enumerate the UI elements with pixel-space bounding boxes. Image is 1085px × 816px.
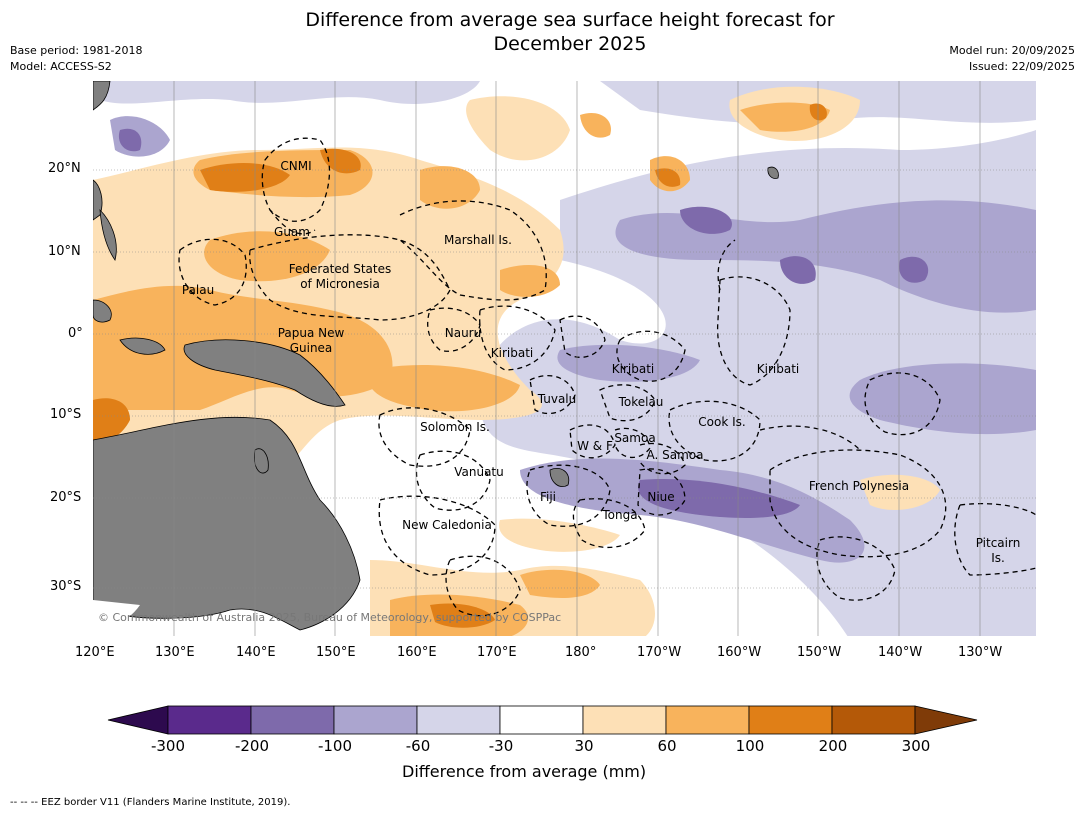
label-pitcairn-2: Is. — [991, 551, 1005, 565]
meta-right: Model run: 20/09/2025 Issued: 22/09/2025 — [949, 43, 1075, 75]
colorbar-arrow-high — [914, 705, 978, 735]
label-kiribati-central: Kiribati — [612, 362, 654, 376]
meridians — [173, 81, 981, 636]
lat-tick-0: 0° — [68, 326, 83, 341]
lon-tick-140w: 140°W — [878, 645, 923, 660]
colorbar-label-60: 60 — [657, 737, 677, 755]
colorbar-label-100: 100 — [735, 737, 765, 755]
graticule — [93, 169, 1036, 589]
label-samoa: Samoa — [614, 431, 655, 445]
map-panel: CNMI Guam Marshall Is. Federated States … — [93, 81, 1036, 636]
lon-tick-170w: 170°W — [637, 645, 682, 660]
colorbar-label-m100: -100 — [317, 737, 353, 755]
meta-left: Base period: 1981-2018 Model: ACCESS-S2 — [10, 43, 142, 75]
lon-tick-150e: 150°E — [316, 645, 356, 660]
colorbar-swatches — [107, 705, 978, 735]
title-line-1: Difference from average sea surface heig… — [305, 9, 835, 31]
label-fsm-2: of Micronesia — [300, 277, 380, 291]
lon-tick-160w: 160°W — [717, 645, 762, 660]
lat-tick-10n: 10°N — [48, 244, 81, 259]
base-period: Base period: 1981-2018 — [10, 44, 143, 57]
eez-borders — [178, 137, 1036, 617]
copyright-notice: © Commonwealth of Australia 2025, Bureau… — [98, 611, 561, 624]
model-run: Model run: 20/09/2025 — [949, 44, 1075, 57]
label-solomon: Solomon Is. — [420, 420, 490, 434]
lon-tick-130e: 130°E — [155, 645, 195, 660]
colorbar-arrow-low — [107, 705, 169, 735]
label-png-1: Papua New — [278, 326, 345, 340]
title-line-2: December 2025 — [493, 33, 647, 55]
colorbar-label-300: 300 — [901, 737, 931, 755]
model-name: Model: ACCESS-S2 — [10, 60, 112, 73]
label-marshall: Marshall Is. — [444, 233, 512, 247]
colorbar-swatch — [748, 705, 833, 735]
label-pitcairn-1: Pitcairn — [976, 536, 1021, 550]
lon-tick-120e: 120°E — [75, 645, 115, 660]
colorbar-swatch — [499, 705, 584, 735]
label-cook: Cook Is. — [698, 415, 745, 429]
eez-footnote: -- -- -- EEZ border V11 (Flanders Marine… — [10, 797, 291, 808]
colorbar-label-m60: -60 — [405, 737, 431, 755]
colorbar-label-m300: -300 — [150, 737, 186, 755]
colorbar-swatch — [582, 705, 667, 735]
label-cnmi: CNMI — [280, 159, 311, 173]
label-kiribati-west: Kiribati — [491, 346, 533, 360]
label-new-caledonia: New Caledonia — [402, 518, 492, 532]
issued-date: Issued: 22/09/2025 — [968, 60, 1075, 73]
label-vanuatu: Vanuatu — [454, 465, 504, 479]
label-wallis-futuna: W & F — [577, 439, 613, 453]
lat-tick-20n: 20°N — [48, 161, 81, 176]
colorbar-swatch — [333, 705, 418, 735]
label-fsm-1: Federated States — [289, 262, 391, 276]
label-png-2: Guinea — [290, 341, 333, 355]
lon-tick-150w: 150°W — [797, 645, 842, 660]
lat-tick-10s: 10°S — [50, 407, 82, 422]
colorbar-label-m200: -200 — [234, 737, 270, 755]
label-american-samoa: A. Samoa — [647, 448, 704, 462]
lon-tick-170e: 170°E — [477, 645, 517, 660]
label-kiribati-east: Kiribati — [757, 362, 799, 376]
colorbar-label-30: 30 — [574, 737, 594, 755]
label-fiji: Fiji — [540, 490, 556, 504]
label-niue: Niue — [647, 490, 674, 504]
label-tokelau: Tokelau — [618, 395, 664, 409]
colorbar-swatch — [167, 705, 252, 735]
colorbar-label-m30: -30 — [488, 737, 514, 755]
lat-tick-30s: 30°S — [50, 579, 82, 594]
label-palau: Palau — [182, 283, 214, 297]
region-labels: CNMI Guam Marshall Is. Federated States … — [98, 159, 1020, 624]
colorbar-swatch — [416, 705, 501, 735]
anomaly-field — [93, 81, 1036, 636]
chart-title: Difference from average sea surface heig… — [0, 8, 1085, 56]
label-tuvalu: Tuvalu — [537, 392, 577, 406]
colorbar-swatch — [250, 705, 335, 735]
colorbar-swatch — [831, 705, 916, 735]
lon-tick-180: 180° — [565, 645, 597, 660]
label-french-polynesia: French Polynesia — [809, 479, 909, 493]
colorbar-label-200: 200 — [818, 737, 848, 755]
lat-tick-20s: 20°S — [50, 490, 82, 505]
lon-tick-130w: 130°W — [958, 645, 1003, 660]
colorbar-title: Difference from average (mm) — [402, 762, 647, 781]
lon-tick-140e: 140°E — [236, 645, 276, 660]
colorbar-swatch — [665, 705, 750, 735]
label-tonga: Tonga — [601, 508, 637, 522]
label-guam: Guam — [274, 225, 310, 239]
lon-tick-160e: 160°E — [397, 645, 437, 660]
label-nauru: Nauru — [445, 326, 481, 340]
